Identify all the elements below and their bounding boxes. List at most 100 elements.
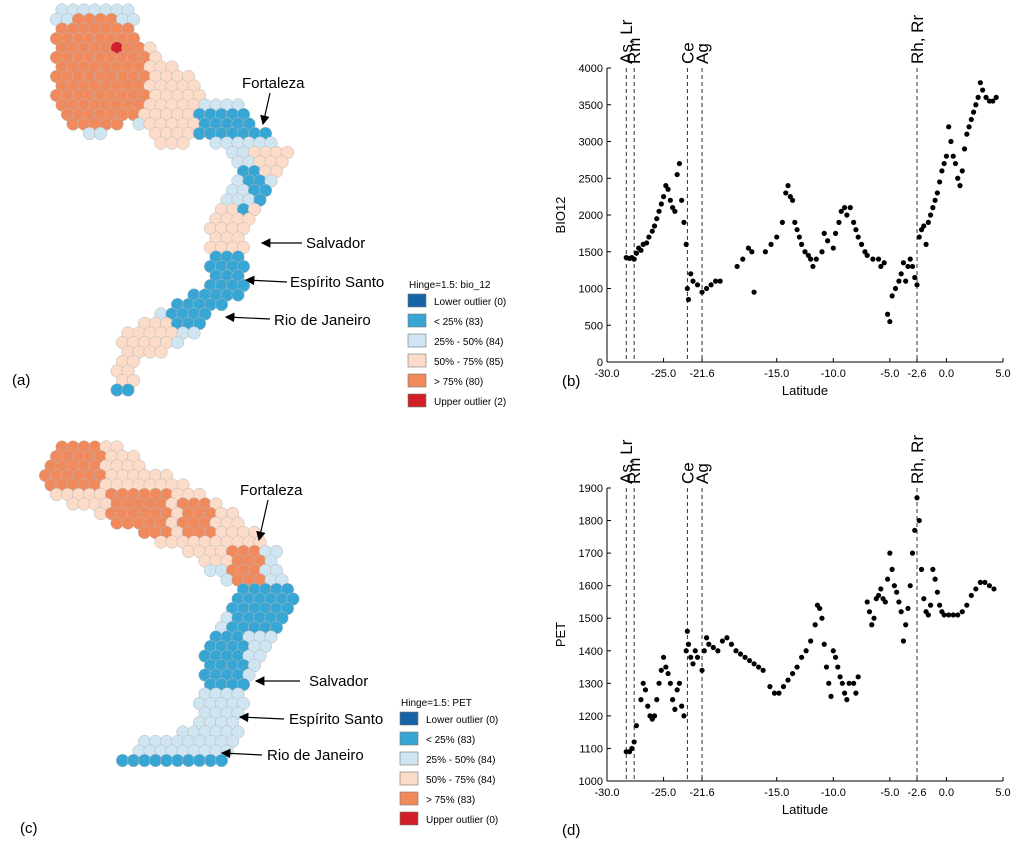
data-point bbox=[825, 238, 831, 244]
data-point bbox=[771, 690, 778, 696]
map-hex bbox=[82, 126, 97, 141]
data-point bbox=[699, 289, 705, 295]
data-point bbox=[909, 550, 916, 556]
arrow-fortaleza-c bbox=[256, 499, 269, 542]
data-point bbox=[882, 599, 888, 605]
map-hex bbox=[170, 335, 185, 350]
data-point bbox=[858, 241, 865, 247]
data-point bbox=[851, 219, 857, 225]
map-hex bbox=[110, 383, 124, 397]
data-point bbox=[674, 171, 680, 178]
map-a: Fortaleza Salvador Espírito Santo Rio de… bbox=[49, 3, 384, 397]
city-label-espirito-santo-c: Espírito Santo bbox=[289, 711, 383, 728]
data-point bbox=[870, 256, 876, 262]
data-point bbox=[656, 208, 662, 214]
data-point bbox=[658, 667, 664, 673]
data-point bbox=[710, 644, 716, 651]
map-hex bbox=[137, 525, 152, 540]
data-point bbox=[853, 690, 859, 696]
reference-line-label: As, Lr bbox=[617, 439, 636, 484]
data-point bbox=[939, 168, 945, 174]
data-point bbox=[803, 648, 809, 654]
data-point bbox=[990, 98, 996, 104]
city-label-fortaleza-c: Fortaleza bbox=[240, 482, 303, 499]
data-point bbox=[950, 153, 956, 159]
scatter-pet: 1000 1100 1200 1300 1400 1500 1600 1700 1800 1900… bbox=[553, 435, 1011, 817]
data-point bbox=[783, 190, 789, 196]
data-point bbox=[690, 278, 696, 284]
data-point bbox=[980, 87, 986, 93]
data-point bbox=[688, 654, 694, 660]
data-point bbox=[830, 245, 836, 251]
data-point bbox=[638, 697, 644, 703]
data-point bbox=[819, 615, 825, 621]
data-point bbox=[703, 635, 710, 641]
panel-label-a: (a) bbox=[12, 372, 30, 389]
data-point bbox=[789, 670, 796, 677]
data-point bbox=[844, 697, 850, 703]
data-point bbox=[676, 160, 683, 167]
legend-swatch bbox=[407, 353, 427, 368]
data-point bbox=[794, 664, 800, 670]
data-point bbox=[896, 599, 902, 605]
y-axis-label: BIO12 bbox=[553, 197, 568, 234]
data-point bbox=[878, 586, 884, 592]
map-hex bbox=[159, 753, 174, 768]
data-point bbox=[742, 654, 748, 660]
data-point bbox=[699, 667, 705, 673]
legend-swatch bbox=[399, 791, 419, 806]
data-point bbox=[959, 168, 965, 174]
map-hex bbox=[93, 126, 108, 141]
data-point bbox=[884, 311, 891, 317]
data-point bbox=[685, 641, 692, 647]
data-point bbox=[964, 131, 970, 137]
data-point bbox=[930, 205, 936, 211]
legend-swatch bbox=[399, 751, 419, 766]
map-hex bbox=[181, 753, 196, 768]
data-point bbox=[889, 566, 895, 572]
data-point bbox=[832, 230, 839, 236]
data-point bbox=[703, 285, 710, 292]
city-label-rio-c: Rio de Janeiro bbox=[267, 747, 364, 764]
data-point bbox=[983, 94, 989, 100]
data-point bbox=[785, 677, 791, 683]
data-point bbox=[660, 654, 667, 660]
legend-swatch bbox=[407, 393, 427, 408]
reference-line-label: Ag bbox=[693, 43, 712, 64]
map-hex bbox=[143, 345, 157, 359]
data-point bbox=[871, 615, 877, 621]
reference-line-label: Ce bbox=[678, 42, 697, 64]
data-point bbox=[749, 249, 755, 255]
data-point bbox=[961, 146, 968, 152]
data-point bbox=[957, 183, 963, 189]
data-point bbox=[746, 657, 753, 664]
data-point bbox=[934, 589, 940, 595]
data-point bbox=[667, 680, 673, 686]
y-tick-label: 2500 bbox=[579, 173, 603, 185]
map-hex bbox=[110, 117, 124, 131]
data-point bbox=[663, 664, 669, 670]
data-point bbox=[794, 227, 800, 233]
data-point bbox=[776, 690, 782, 696]
data-point bbox=[891, 583, 897, 589]
legend-swatch bbox=[407, 373, 427, 388]
data-point bbox=[900, 638, 907, 644]
data-point bbox=[986, 583, 993, 589]
data-point bbox=[878, 263, 884, 270]
map-hex bbox=[121, 383, 135, 397]
map-hex bbox=[220, 573, 234, 587]
data-point bbox=[869, 622, 875, 628]
data-point bbox=[737, 651, 744, 657]
y-tick-label: 1000 bbox=[579, 776, 603, 788]
data-point bbox=[762, 249, 769, 255]
y-tick-label: 1200 bbox=[579, 711, 603, 723]
data-point bbox=[651, 223, 658, 229]
legend-item-label: < 25% (83) bbox=[434, 317, 483, 328]
map-hex bbox=[214, 753, 229, 768]
data-point bbox=[842, 205, 848, 211]
data-point bbox=[823, 664, 830, 670]
data-point bbox=[921, 223, 927, 229]
data-point bbox=[826, 680, 832, 686]
reference-line-label: Rm bbox=[625, 458, 644, 484]
data-point bbox=[889, 293, 895, 299]
